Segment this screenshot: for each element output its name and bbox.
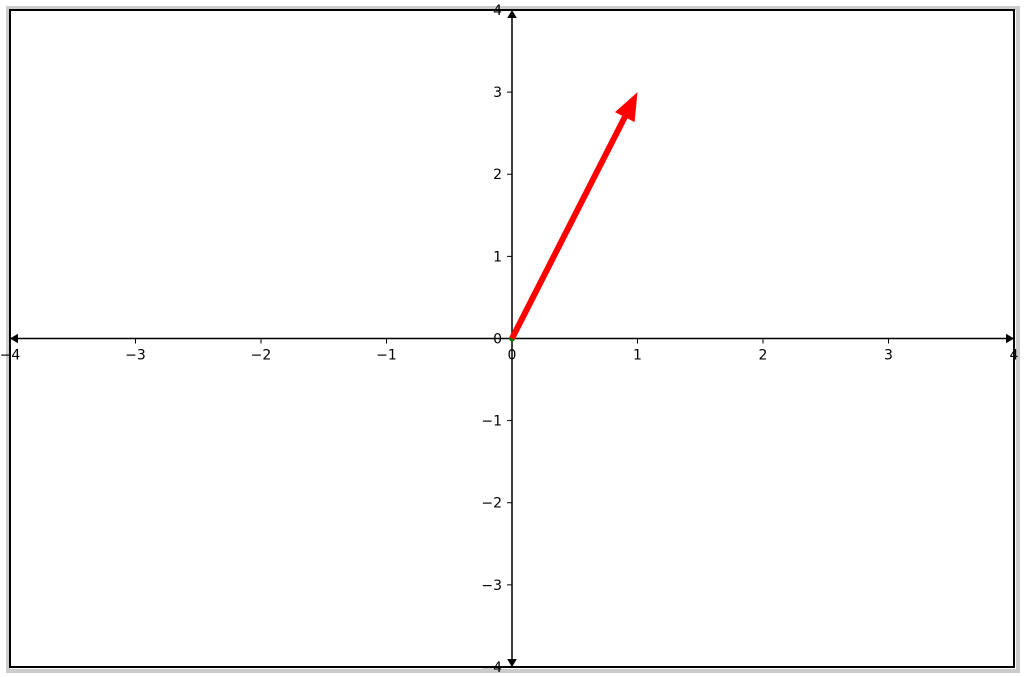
y-tick-label: 4 <box>493 3 502 19</box>
x-tick-label: 4 <box>1010 348 1019 364</box>
y-tick-label: −3 <box>481 578 502 594</box>
x-tick-label: 1 <box>633 348 642 364</box>
y-tick-label: −2 <box>481 496 502 512</box>
x-tick-label: 2 <box>759 348 768 364</box>
y-tick-label: 2 <box>493 167 502 183</box>
y-tick-label: 0 <box>493 331 502 347</box>
vector-plot: −4 −3 −2 −1 0 1 2 3 4 −4 −3 −2 −1 0 1 2 3 4 <box>0 0 1024 677</box>
x-tick-label: −2 <box>251 348 272 364</box>
x-tick-label: −4 <box>0 348 20 364</box>
y-tick-label: 1 <box>493 249 502 265</box>
y-tick-label: 3 <box>493 85 502 101</box>
y-tick-label: −1 <box>481 414 502 430</box>
x-tick-label: 3 <box>884 348 893 364</box>
x-tick-label: 0 <box>508 348 517 364</box>
plot-svg: −4 −3 −2 −1 0 1 2 3 4 −4 −3 −2 −1 0 1 2 3 4 <box>0 0 1024 677</box>
x-tick-label: −1 <box>376 348 397 364</box>
y-tick-label: −4 <box>481 660 502 676</box>
x-tick-label: −3 <box>125 348 146 364</box>
